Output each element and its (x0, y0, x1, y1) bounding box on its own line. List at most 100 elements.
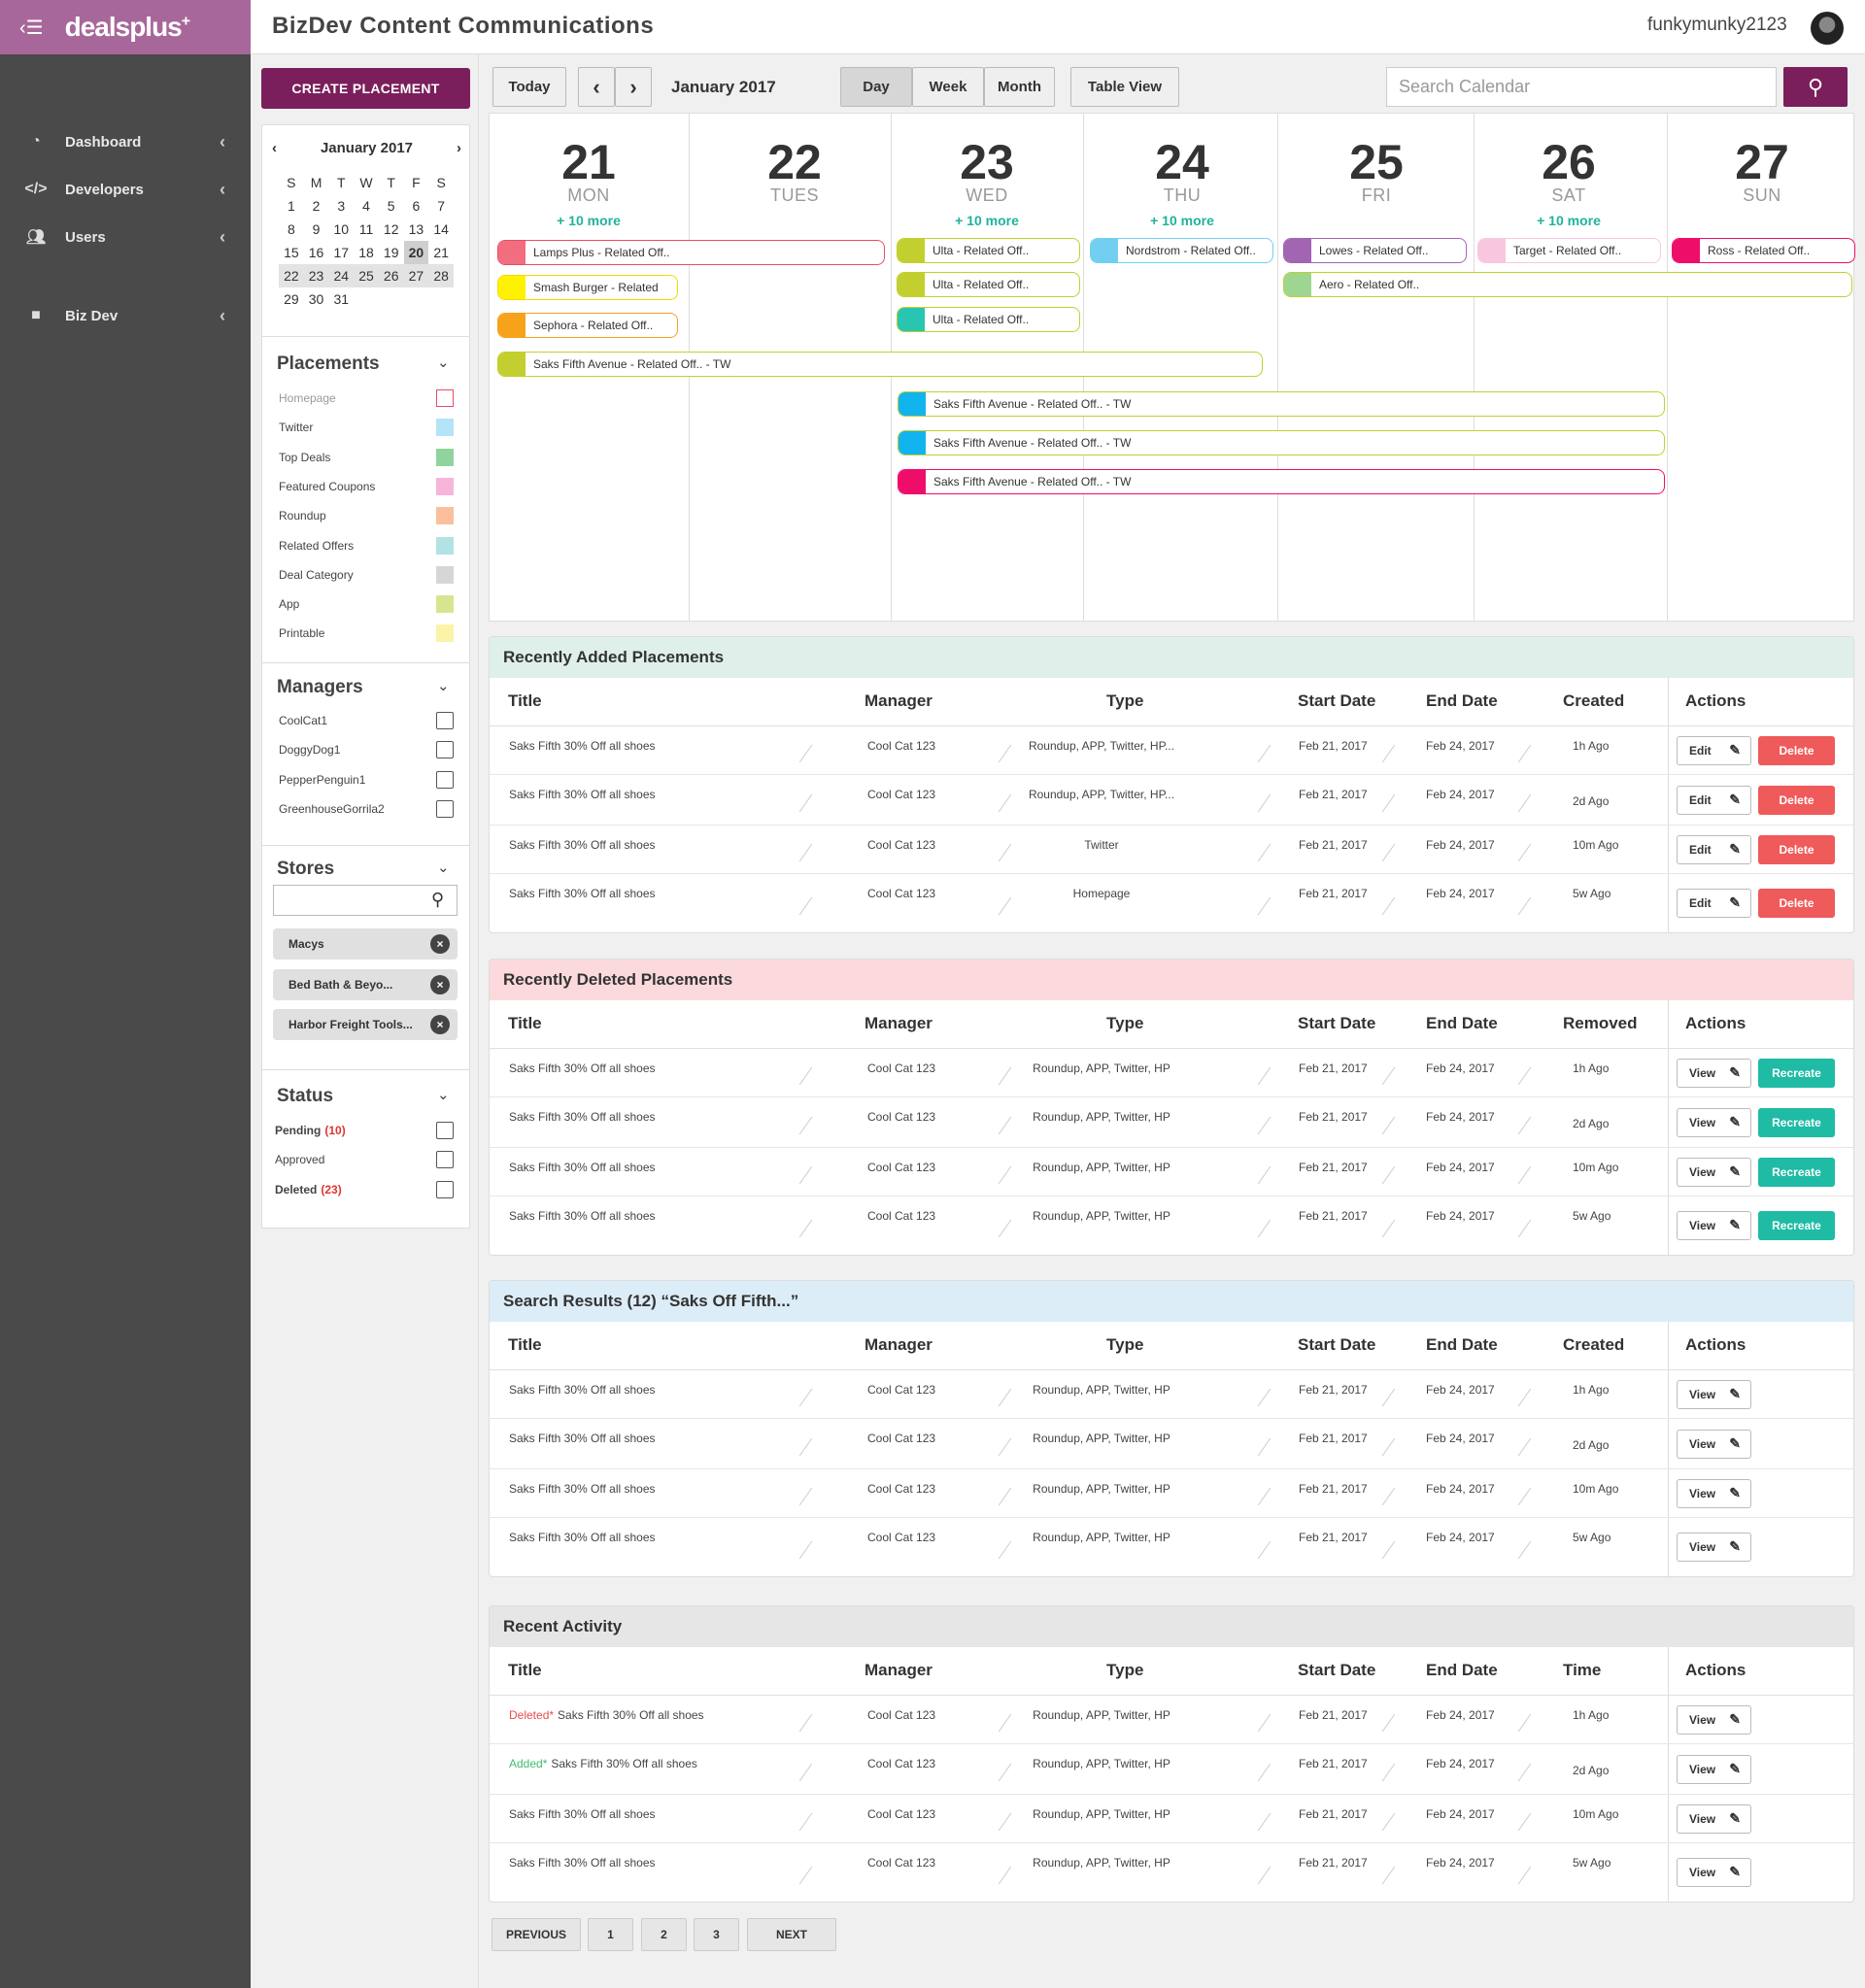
calendar-event[interactable]: Ulta - Related Off.. (897, 307, 1080, 332)
view-button[interactable]: View ✎ (1677, 1430, 1751, 1459)
mini-cal-day[interactable]: 31 (333, 291, 350, 307)
mini-cal-day[interactable]: 12 (383, 221, 399, 237)
recreate-button[interactable]: Recreate (1758, 1211, 1835, 1240)
manager-filter-row[interactable]: GreenhouseGorrila2 (279, 798, 454, 820)
view-month-tab[interactable]: Month (984, 67, 1055, 107)
placement-color-swatch[interactable] (436, 419, 454, 437)
mini-cal-day[interactable]: 3 (337, 198, 346, 214)
nav-item-developers[interactable]: </> Developers ‹ (0, 170, 251, 209)
placement-filter-row[interactable]: Printable (279, 623, 454, 644)
mini-cal-day[interactable]: 4 (362, 198, 370, 214)
edit-button[interactable]: Edit ✎ (1677, 786, 1751, 815)
mini-cal-day[interactable]: 22 (279, 264, 304, 287)
calendar-event[interactable]: Nordstrom - Related Off.. (1090, 238, 1273, 263)
placement-filter-row[interactable]: App (279, 593, 454, 615)
mini-cal-day[interactable]: 7 (437, 198, 446, 214)
status-checkbox[interactable] (436, 1122, 454, 1139)
view-button[interactable]: View ✎ (1677, 1059, 1751, 1088)
status-filter-row[interactable]: Deleted (23) (275, 1179, 454, 1200)
manager-checkbox[interactable] (436, 799, 454, 818)
hamburger-icon[interactable]: ‹☰ (19, 17, 44, 39)
edit-button[interactable]: Edit ✎ (1677, 835, 1751, 864)
mini-cal-day[interactable]: 8 (287, 221, 295, 237)
mini-cal-day[interactable]: 6 (412, 198, 421, 214)
placement-color-swatch[interactable] (436, 565, 454, 584)
logo[interactable]: dealsplus+ (64, 12, 191, 42)
view-button[interactable]: View ✎ (1677, 1158, 1751, 1187)
mini-cal-day[interactable]: 20 (403, 241, 429, 264)
search-calendar-input[interactable]: Search Calendar (1386, 67, 1777, 107)
pagination-page-2[interactable]: 2 (641, 1918, 687, 1951)
edit-button[interactable]: Edit ✎ (1677, 736, 1751, 765)
calendar-event[interactable]: Saks Fifth Avenue - Related Off.. - TW (497, 352, 1263, 377)
placement-color-swatch[interactable] (436, 536, 454, 555)
calendar-event[interactable]: Ulta - Related Off.. (897, 238, 1080, 263)
mini-cal-day[interactable]: 28 (428, 264, 454, 287)
mini-cal-day[interactable]: 27 (403, 264, 429, 287)
pagination-page-1[interactable]: 1 (588, 1918, 633, 1951)
placement-filter-row[interactable]: Top Deals (279, 447, 454, 468)
pagination-previous[interactable]: PREVIOUS (492, 1918, 581, 1951)
mini-cal-day[interactable]: 26 (378, 264, 404, 287)
calendar-event[interactable]: Target - Related Off.. (1477, 238, 1661, 263)
delete-button[interactable]: Delete (1758, 889, 1835, 918)
search-icon[interactable]: ⚲ (1783, 67, 1848, 107)
edit-button[interactable]: Edit ✎ (1677, 889, 1751, 918)
calendar-event[interactable]: Aero - Related Off.. (1283, 272, 1852, 297)
delete-button[interactable]: Delete (1758, 786, 1835, 815)
placement-color-swatch[interactable] (436, 595, 454, 614)
create-placement-button[interactable]: CREATE PLACEMENT (261, 68, 470, 109)
chevron-down-icon[interactable]: ⌄ (437, 1087, 450, 1103)
calendar-event[interactable]: Ross - Related Off.. (1672, 238, 1855, 263)
calendar-event[interactable]: Saks Fifth Avenue - Related Off.. - TW (898, 391, 1665, 417)
placement-filter-row[interactable]: Featured Coupons (279, 476, 454, 497)
chevron-down-icon[interactable]: ⌄ (437, 859, 450, 876)
mini-cal-day[interactable]: 5 (387, 198, 395, 214)
placement-color-swatch[interactable] (436, 624, 454, 643)
view-button[interactable]: View ✎ (1677, 1108, 1751, 1137)
placement-filter-row[interactable]: Twitter (279, 417, 454, 438)
manager-checkbox[interactable] (436, 770, 454, 789)
mini-cal-day[interactable]: 9 (312, 221, 321, 237)
manager-filter-row[interactable]: DoggyDog1 (279, 739, 454, 760)
mini-cal-day[interactable]: 11 (358, 221, 374, 237)
manager-checkbox[interactable] (436, 741, 454, 759)
manager-filter-row[interactable]: CoolCat1 (279, 710, 454, 731)
manager-checkbox[interactable] (436, 712, 454, 729)
mini-cal-day[interactable]: 21 (433, 245, 449, 260)
mini-cal-day[interactable]: 23 (303, 264, 329, 287)
mini-cal-day[interactable]: 1 (287, 198, 295, 214)
placement-filter-row[interactable]: Deal Category (279, 564, 454, 586)
username[interactable]: funkymunky2123 (1647, 15, 1787, 35)
recreate-button[interactable]: Recreate (1758, 1158, 1835, 1187)
more-events-link[interactable]: + 10 more (1537, 213, 1601, 228)
more-events-link[interactable]: + 10 more (1150, 213, 1214, 228)
recreate-button[interactable]: Recreate (1758, 1059, 1835, 1088)
mini-cal-day[interactable]: 17 (333, 245, 350, 260)
mini-cal-day[interactable]: 2 (312, 198, 321, 214)
mini-cal-day[interactable]: 25 (354, 264, 379, 287)
view-button[interactable]: View ✎ (1677, 1380, 1751, 1409)
pagination-next[interactable]: NEXT (747, 1918, 836, 1951)
calendar-event[interactable]: Saks Fifth Avenue - Related Off.. - TW (898, 469, 1665, 494)
status-filter-row[interactable]: Pending (10) (275, 1120, 454, 1141)
store-search-input[interactable] (273, 885, 458, 916)
mini-cal-day[interactable]: 13 (408, 221, 424, 237)
view-week-tab[interactable]: Week (912, 67, 984, 107)
view-button[interactable]: View ✎ (1677, 1858, 1751, 1887)
nav-item-bizdev[interactable]: ■ Biz Dev ‹ (0, 296, 251, 335)
manager-filter-row[interactable]: PepperPenguin1 (279, 769, 454, 791)
chevron-down-icon[interactable]: ⌄ (437, 678, 450, 694)
placement-filter-row[interactable]: Roundup (279, 505, 454, 526)
calendar-event[interactable]: Ulta - Related Off.. (897, 272, 1080, 297)
nav-item-dashboard[interactable]: ◔ Dashboard ‹ (0, 122, 251, 161)
placement-filter-row[interactable]: Homepage (279, 387, 454, 409)
mini-cal-next-icon[interactable]: › (456, 140, 461, 156)
search-icon[interactable]: ⚲ (431, 890, 445, 909)
placement-color-swatch[interactable] (436, 389, 454, 407)
pagination-page-3[interactable]: 3 (694, 1918, 739, 1951)
calendar-event[interactable]: Saks Fifth Avenue - Related Off.. - TW (898, 430, 1665, 455)
view-button[interactable]: View ✎ (1677, 1755, 1751, 1784)
prev-week-button[interactable]: ‹ (578, 67, 615, 107)
mini-cal-day[interactable]: 18 (358, 245, 374, 260)
